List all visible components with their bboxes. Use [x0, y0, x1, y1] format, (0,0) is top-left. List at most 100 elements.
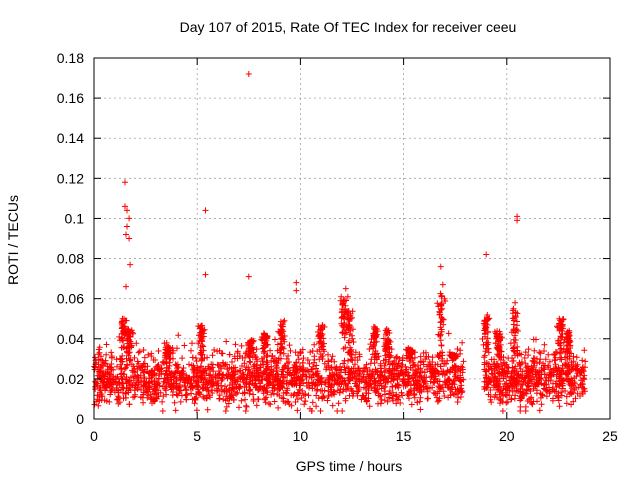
- data-point: [249, 354, 256, 361]
- data-point: [437, 337, 444, 344]
- data-point: [198, 347, 205, 354]
- data-point: [568, 385, 575, 392]
- data-point: [538, 401, 545, 408]
- data-point: [496, 378, 503, 385]
- data-point: [242, 396, 248, 403]
- data-point: [208, 380, 215, 387]
- data-point: [238, 373, 245, 380]
- data-point: [511, 339, 518, 346]
- data-point: [123, 283, 129, 290]
- data-point: [197, 344, 204, 351]
- data-point: [118, 375, 125, 382]
- data-point: [136, 348, 143, 355]
- data-point: [232, 341, 239, 348]
- data-point: [193, 383, 200, 390]
- data-point: [505, 355, 512, 362]
- data-point: [95, 346, 102, 353]
- data-point: [379, 372, 386, 379]
- data-point: [115, 400, 122, 407]
- data-point: [242, 408, 249, 414]
- data-point: [221, 387, 228, 394]
- data-point: [155, 393, 162, 400]
- data-point: [573, 373, 580, 380]
- data-point: [353, 368, 359, 375]
- data-point: [436, 311, 443, 318]
- data-point: [377, 400, 384, 407]
- data-point: [563, 346, 570, 353]
- data-point: [427, 361, 434, 368]
- data-point: [326, 372, 333, 379]
- data-point: [437, 363, 444, 370]
- data-point: [103, 381, 110, 388]
- data-point: [511, 395, 518, 402]
- data-point: [317, 408, 324, 414]
- data-point: [481, 386, 488, 393]
- data-point: [394, 363, 401, 370]
- data-point: [580, 364, 586, 370]
- data-point: [380, 376, 387, 383]
- data-point: [499, 370, 506, 377]
- data-point: [117, 361, 124, 368]
- data-point: [386, 345, 393, 352]
- data-point: [424, 395, 431, 402]
- data-point: [542, 371, 548, 378]
- data-point: [122, 390, 129, 397]
- data-point: [550, 365, 557, 372]
- data-point: [363, 361, 370, 368]
- data-point: [563, 375, 569, 382]
- data-point: [155, 348, 162, 354]
- data-point: [263, 375, 270, 382]
- data-point: [159, 408, 166, 414]
- data-point: [112, 378, 119, 385]
- data-point: [195, 379, 202, 386]
- data-point: [229, 384, 236, 391]
- data-point: [135, 374, 142, 381]
- data-point: [437, 350, 444, 357]
- y-tick-label: 0.18: [57, 50, 84, 66]
- data-point: [118, 344, 125, 351]
- data-point: [367, 377, 374, 384]
- data-point: [491, 361, 498, 368]
- data-point: [181, 378, 188, 385]
- data-point: [563, 360, 569, 366]
- data-point: [487, 387, 494, 393]
- data-point: [510, 327, 517, 334]
- data-point: [516, 359, 523, 366]
- data-point: [533, 336, 539, 343]
- data-point: [280, 398, 287, 405]
- data-point: [539, 391, 545, 398]
- data-point: [384, 340, 391, 347]
- data-point: [236, 353, 243, 360]
- data-point: [262, 334, 269, 341]
- data-point: [563, 393, 570, 400]
- data-point: [505, 365, 512, 371]
- data-point: [178, 369, 185, 376]
- data-point: [134, 358, 141, 365]
- data-point: [143, 378, 150, 385]
- data-point: [325, 358, 332, 365]
- data-point: [558, 354, 565, 361]
- data-point: [511, 385, 518, 392]
- data-point: [114, 363, 120, 370]
- data-point: [565, 335, 572, 342]
- data-point: [286, 401, 293, 408]
- data-point: [509, 378, 515, 385]
- data-point: [567, 338, 574, 345]
- data-point: [439, 384, 446, 391]
- data-point: [384, 398, 391, 405]
- data-point: [518, 395, 525, 402]
- data-point: [416, 381, 423, 388]
- y-tick-label: 0: [76, 411, 84, 427]
- data-point: [406, 373, 413, 380]
- data-point: [199, 384, 206, 391]
- data-point: [200, 393, 207, 400]
- data-point: [377, 393, 384, 400]
- data-point: [216, 392, 223, 399]
- data-point: [380, 335, 387, 342]
- data-point: [247, 359, 254, 366]
- data-point: [279, 321, 286, 328]
- data-point: [99, 393, 106, 400]
- data-points: [91, 71, 589, 414]
- data-point: [345, 308, 352, 315]
- data-point: [138, 387, 145, 393]
